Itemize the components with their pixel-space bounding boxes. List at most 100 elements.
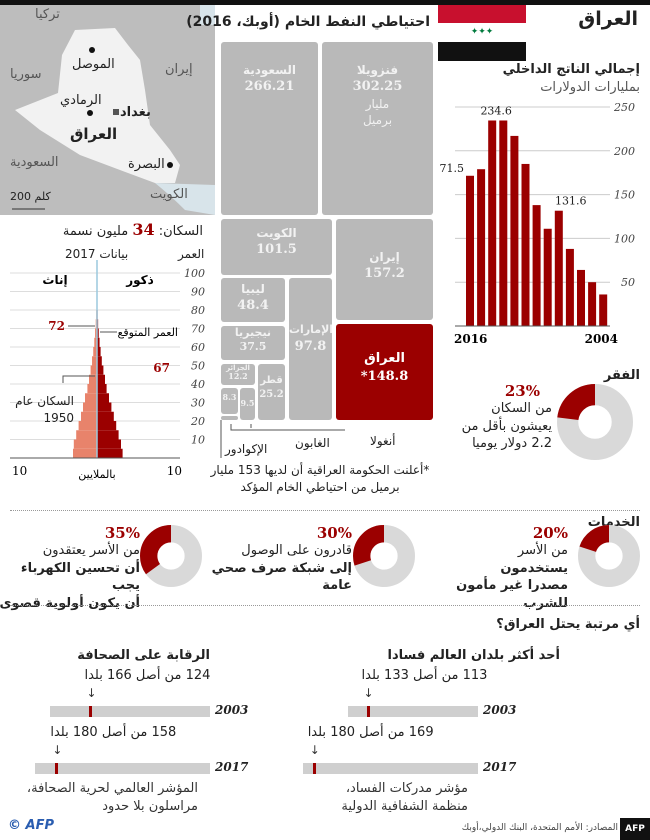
y-tick-label: 150 (614, 189, 635, 202)
oil-tile-libya: ليبيا 48.4 (221, 278, 285, 322)
map: تركيا سوريا إيران السعودية الكويت الموصل… (0, 5, 215, 215)
female-bar (78, 421, 97, 431)
age-tick-label: 90 (191, 286, 205, 299)
divider (10, 605, 640, 606)
oil-tile-venezuela: فنزويلا 302.25 مليار برميل (322, 42, 433, 215)
arrow-down-icon: ↓ (86, 686, 97, 700)
pyramid-age-label: العمر (178, 247, 205, 261)
gdp-bar (577, 269, 585, 326)
male-bar (97, 448, 123, 458)
afp-logo: © AFP (8, 818, 54, 833)
map-label-ramadi: الرمادي (60, 93, 102, 108)
age-tick-label: 50 (191, 360, 205, 373)
female-bar (95, 328, 97, 338)
age-tick-label: 40 (190, 378, 205, 391)
population-pyramid: 10 20 30 40 50 60 70 80 90 100 ذكور إناث 72 العمر الم… (10, 260, 205, 481)
age-tick-label: 100 (184, 267, 205, 280)
donut-segment (140, 525, 202, 587)
tile-name: العراق (364, 351, 405, 366)
gdp-bar (510, 135, 519, 326)
tile-value: 97.8 (294, 338, 327, 354)
male-bar (97, 439, 121, 449)
service-text-bold: عامة (322, 578, 352, 594)
service-text-bold: مصدرا غير مأمون للشرب (456, 578, 568, 611)
ranking-label: 169 من أصل 180 بلدا (307, 725, 434, 740)
female-bar (85, 393, 97, 403)
rankings-title: أي مرتبة يحتل العراق؟ (496, 617, 640, 632)
gdp-bar (466, 175, 474, 326)
ranking-marker (312, 763, 316, 774)
service-percent: 20% (532, 524, 568, 542)
ranking-source-press: المؤشر العالمي لحرية الصحافة، مراسلون بلا… (27, 780, 198, 815)
donut-segment (578, 525, 640, 587)
tile-value: 8.3 (222, 392, 237, 402)
oil-tile-nigeria: نيجيريا 37.5 (221, 326, 285, 360)
y-tick-label: 250 (613, 101, 635, 114)
male-bar (97, 411, 114, 421)
tile-name: قطر (260, 375, 283, 386)
y-tick-label: 50 (621, 276, 635, 289)
tile-value: 48.4 (237, 298, 269, 314)
female-bar (73, 439, 97, 449)
data-label: 171.5 (440, 162, 464, 175)
donut-segment (353, 525, 415, 587)
source-line: منظمة الشفافية الدولية (341, 798, 468, 814)
life-expectancy-female: 72 (48, 319, 65, 333)
population-label: السكان: (158, 224, 203, 239)
female-bar (90, 365, 97, 375)
age-tick-label: 60 (191, 341, 205, 354)
iraq-map-shape (12, 5, 215, 215)
ranking-year: 2017 (483, 760, 517, 774)
map-label-mosul: الموصل (72, 57, 115, 72)
tile-name: السعودية (242, 63, 297, 77)
oil-tile-algeria: الجزائر 12.2 (221, 364, 255, 385)
x-tick-label: 2016 (454, 332, 487, 346)
life-expectancy-label: العمر المتوقع (117, 326, 178, 339)
female-bar (73, 448, 97, 458)
female-bar (93, 347, 97, 357)
female-bar (76, 430, 97, 440)
map-label-syria: سوريا (10, 67, 42, 82)
label-gabon: الغابون (295, 436, 330, 450)
population-title: السكان: 34 مليون نسمة (63, 220, 203, 239)
gdp-subtitle: بمليارات الدولارات (540, 80, 640, 95)
tile-value: 9.5 (240, 398, 255, 408)
tile-value: 12.2 (228, 371, 248, 382)
service-donut (578, 525, 640, 587)
source-line: المؤشر العالمي لحرية الصحافة، (26, 781, 198, 796)
female-bar (81, 411, 97, 421)
female-bar (92, 356, 97, 366)
age-tick-label: 70 (191, 323, 205, 336)
y-tick-label: 200 (613, 145, 635, 158)
tile-value: 302.25 (352, 79, 403, 95)
pyramid-title: بيانات 2017 (65, 247, 129, 261)
oil-tile-saudi: السعودية 266.21 (221, 42, 318, 215)
male-bar (97, 430, 119, 440)
tile-name: إيران (369, 250, 400, 264)
life-expectancy-male: 67 (153, 361, 170, 375)
sources: المصادر: الأمم المتحدة، البنك الدولي،أوب… (461, 823, 618, 833)
map-label-kuwait: الكويت (150, 187, 188, 202)
arrow-down-icon: ↓ (52, 743, 63, 757)
poverty-percent: 23% (505, 382, 540, 400)
oil-tile-iraq: العراق *148.8 (336, 324, 433, 420)
source-line: مؤشر مدركات الفساد، (345, 781, 468, 796)
map-label-iran: إيران (165, 62, 193, 77)
tile-value: 37.5 (239, 340, 267, 354)
tile-name: نيجيريا (234, 326, 272, 339)
male-bar (97, 421, 117, 431)
gdp-bar (521, 163, 530, 326)
tile-unit: مليار (365, 96, 390, 111)
service-donut (140, 525, 202, 587)
population-value: 34 (132, 220, 155, 239)
male-bar (97, 374, 105, 384)
ranking-bar (35, 763, 210, 774)
oil-tile-angola: 9.5 (240, 388, 255, 420)
tile-name: فنزويلا (356, 63, 399, 77)
ranking-marker (89, 706, 93, 717)
x-tick-label: 2004 (585, 332, 618, 346)
age-tick-label: 30 (191, 397, 205, 410)
male-bar (97, 337, 100, 347)
female-bar (83, 402, 97, 412)
oil-footnote: *أعلنت الحكومة العراقية أن لديها 153 ملي… (210, 463, 430, 495)
